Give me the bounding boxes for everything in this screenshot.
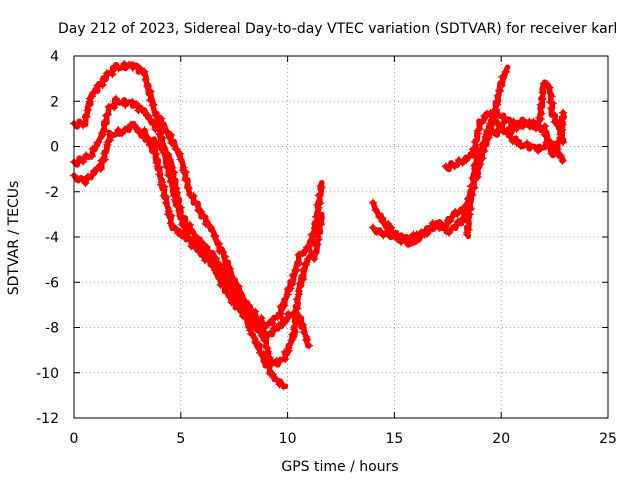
y-axis-label: SDTVAR / TECUs <box>6 181 22 296</box>
y-tick-label: -8 <box>45 321 59 337</box>
x-tick-label: 15 <box>385 431 403 447</box>
y-tick-label: 4 <box>50 49 59 65</box>
y-tick-labels: 4 2 0 -2 -4 -6 -8 -10 -12 <box>36 49 59 427</box>
x-tick-label: 10 <box>279 431 297 447</box>
y-tick-label: -6 <box>45 275 59 291</box>
series-track-5 <box>369 64 511 248</box>
x-tick-label: 0 <box>70 431 79 447</box>
series-markers <box>463 79 568 239</box>
series-layer <box>70 59 568 391</box>
y-tick-label: -10 <box>36 366 59 382</box>
series-track-4 <box>140 126 313 350</box>
x-tick-label: 5 <box>176 431 185 447</box>
x-tick-labels: 0 5 10 15 20 25 <box>70 431 617 447</box>
series-line <box>463 79 567 240</box>
series-markers <box>441 109 567 171</box>
y-tick-label: -4 <box>45 230 59 246</box>
series-track-8 <box>463 79 568 240</box>
x-axis-label: GPS time / hours <box>281 459 398 475</box>
x-tick-label: 25 <box>599 431 617 447</box>
series-line <box>370 64 511 248</box>
y-tick-label: -2 <box>45 185 59 201</box>
x-tick-label: 20 <box>492 431 510 447</box>
y-tick-label: -12 <box>36 411 59 427</box>
axis-ticks <box>73 55 609 419</box>
series-markers <box>140 126 313 350</box>
series-track-7 <box>441 109 567 173</box>
chart-title: Day 212 of 2023, Sidereal Day-to-day VTE… <box>58 21 617 37</box>
y-tick-label: 2 <box>50 94 59 110</box>
y-tick-label: 0 <box>50 140 59 156</box>
